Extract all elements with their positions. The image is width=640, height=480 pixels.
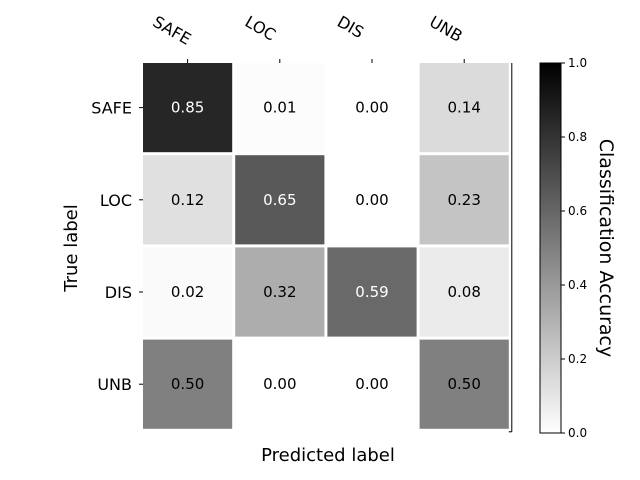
heatmap-cell-loc-safe — [143, 155, 233, 245]
heatmap-cell-dis-dis — [327, 247, 417, 337]
colorbar-tick-label: 0.6 — [568, 204, 587, 218]
heatmap-cell-dis-unb — [419, 247, 509, 337]
colorbar-tick-label: 0.8 — [568, 130, 587, 144]
x-axis-ticks: SAFE LOC DIS UNB — [150, 12, 466, 63]
cell-value-label: 0.00 — [355, 191, 388, 209]
heatmap-cell-unb-loc — [235, 339, 325, 429]
colorbar-tick-label: 1.0 — [568, 56, 587, 70]
cell-value-label: 0.65 — [263, 191, 296, 209]
heatmap-cell-loc-loc — [235, 155, 325, 245]
heatmap-cell-safe-dis — [327, 63, 417, 153]
y-tick-label: UNB — [97, 375, 132, 394]
colorbar: 0.0 0.2 0.4 0.6 0.8 1.0 — [539, 56, 587, 440]
y-tick-label: SAFE — [91, 99, 132, 118]
y-axis-label: True label — [61, 204, 82, 293]
x-axis-label: Predicted label — [261, 445, 395, 466]
cell-value-label: 0.00 — [355, 99, 388, 117]
heatmap-cell-unb-safe — [143, 339, 233, 429]
colorbar-tick-label: 0.0 — [568, 426, 587, 440]
x-tick-label: SAFE — [150, 12, 195, 49]
cell-value-label: 0.00 — [263, 375, 296, 393]
heatmap-cells: 0.85 0.01 0.00 0.14 0.12 0.65 0.00 0.23 0.02 0.32… — [143, 63, 513, 433]
colorbar-tick-label: 0.2 — [568, 352, 587, 366]
cell-value-label: 0.32 — [263, 283, 296, 301]
heatmap-cell-unb-unb — [419, 339, 509, 429]
heatmap-cell-dis-loc — [235, 247, 325, 337]
cell-value-label: 0.01 — [263, 99, 296, 117]
heatmap-cell-unb-dis — [327, 339, 417, 429]
cell-value-label: 0.12 — [171, 191, 204, 209]
heatmap-cell-safe-unb — [419, 63, 509, 153]
colorbar-tick-label: 0.4 — [568, 278, 587, 292]
cell-value-label: 0.14 — [447, 99, 480, 117]
heatmap-cell-safe-loc — [235, 63, 325, 153]
heatmap-cell-loc-unb — [419, 155, 509, 245]
y-axis-ticks: SAFE LOC DIS UNB — [91, 99, 143, 394]
cell-value-label: 0.23 — [447, 191, 480, 209]
heatmap-cell-safe-safe — [143, 63, 233, 153]
y-tick-label: LOC — [100, 191, 132, 210]
x-tick-label: DIS — [334, 12, 367, 42]
cell-value-label: 0.08 — [447, 283, 480, 301]
y-tick-label: DIS — [105, 283, 132, 302]
colorbar-label: Classification Accuracy — [595, 139, 617, 358]
heatmap-cell-loc-dis — [327, 155, 417, 245]
cell-value-label: 0.85 — [171, 99, 204, 117]
x-tick-label: UNB — [426, 12, 466, 46]
cell-value-label: 0.59 — [355, 283, 388, 301]
x-tick-label: LOC — [242, 12, 279, 45]
cell-value-label: 0.50 — [171, 375, 204, 393]
cell-value-label: 0.02 — [171, 283, 204, 301]
cell-value-label: 0.00 — [355, 375, 388, 393]
cell-value-label: 0.50 — [447, 375, 480, 393]
heatmap-cell-dis-safe — [143, 247, 233, 337]
colorbar-gradient — [539, 62, 562, 434]
